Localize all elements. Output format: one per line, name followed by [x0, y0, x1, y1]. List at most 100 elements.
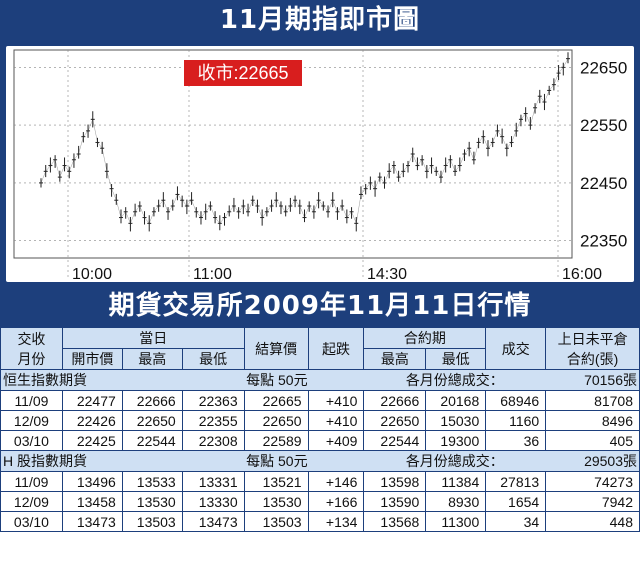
chart-panel: 22350 22450 22550 22650 10:00 11:00 14:30 16:00… — [6, 46, 634, 282]
table-title: 期貨交易所2009年11月11日行情 — [0, 285, 640, 327]
close-label: 收市:22665 — [197, 63, 288, 83]
col-zuigao: 最高 — [121, 348, 183, 370]
y-tick-label: 22550 — [580, 116, 627, 135]
table-cell: 13330 — [181, 491, 245, 512]
table-cell: 13331 — [181, 471, 245, 492]
table-cell: 13590 — [363, 491, 427, 512]
table-cell: 1160 — [485, 410, 547, 431]
table-cell: 22308 — [181, 430, 245, 451]
table-cell: 11300 — [425, 511, 487, 532]
quote-table: 交收 月份 當日 結算價 起跌 合約期 成交 上日未平倉 合約(張) 開市價 最高 … — [0, 327, 640, 532]
table-cell: 27813 — [485, 471, 547, 492]
close-label-box — [184, 60, 302, 86]
table-cell: 22666 — [121, 390, 183, 411]
section-unit: 每點 50元 — [244, 450, 364, 472]
table-cell: 22665 — [243, 390, 309, 411]
table-cell: 22425 — [61, 430, 123, 451]
col-jiaoshou: 交收 月份 — [0, 327, 63, 370]
table-cell: 1654 — [485, 491, 547, 512]
col-hy-zuidi: 最低 — [425, 348, 487, 370]
table-cell: +134 — [307, 511, 365, 532]
table-cell: 20168 — [425, 390, 487, 411]
table-cell: 03/10 — [0, 430, 63, 451]
section-total-label: 各月份總成交： — [363, 450, 546, 472]
table-body: 恒生指數期貨 每點 50元 各月份總成交： 70156張 11/09 22477 22666… — [0, 369, 640, 532]
table-row: 11/09 13496 13533 13331 13521 +146 13598 11384 2… — [0, 471, 640, 492]
table-cell: 405 — [545, 430, 640, 451]
chart-frame: 22350 22450 22550 22650 10:00 11:00 14:30 16:00… — [0, 40, 640, 285]
col-weiping: 上日未平倉 合約(張) — [545, 327, 640, 370]
y-tick-label: 22650 — [580, 58, 627, 77]
table-cell: 13530 — [243, 491, 309, 512]
table-cell: 13530 — [121, 491, 183, 512]
table-cell: +409 — [307, 430, 365, 451]
table-cell: 13496 — [61, 471, 123, 492]
table-cell: 13503 — [243, 511, 309, 532]
col-hy-zuigao: 最高 — [363, 348, 427, 370]
table-cell: +410 — [307, 390, 365, 411]
table-cell: 13521 — [243, 471, 309, 492]
quote-table-wrap: 交收 月份 當日 結算價 起跌 合約期 成交 上日未平倉 合約(張) 開市價 最高 … — [0, 327, 640, 575]
table-cell: 34 — [485, 511, 547, 532]
table-cell: 19300 — [425, 430, 487, 451]
table-cell: 22363 — [181, 390, 245, 411]
section-name: H 股指數期貨 — [0, 450, 245, 472]
col-heyue: 合約期 — [363, 327, 487, 349]
y-tick-label: 22450 — [580, 174, 627, 193]
table-cell: 22544 — [121, 430, 183, 451]
table-cell: 22544 — [363, 430, 427, 451]
col-kaishi: 開市價 — [61, 348, 123, 370]
table-row: 12/09 22426 22650 22355 22650 +410 22650 15030 1… — [0, 410, 640, 431]
table-cell: 74273 — [545, 471, 640, 492]
table-cell: 8930 — [425, 491, 487, 512]
table-row: 03/10 13473 13503 13473 13503 +134 13568 11300 3… — [0, 511, 640, 532]
col-jiesuan: 結算價 — [243, 327, 309, 370]
chart-title: 11月期指即市圖 — [0, 0, 640, 40]
intraday-chart: 22350 22450 22550 22650 10:00 11:00 14:30 16:00… — [13, 49, 627, 282]
table-cell: 448 — [545, 511, 640, 532]
table-cell: 22650 — [363, 410, 427, 431]
table-cell: +166 — [307, 491, 365, 512]
section-unit: 每點 50元 — [244, 369, 364, 391]
table-cell: 11/09 — [0, 390, 63, 411]
table-cell: 7942 — [545, 491, 640, 512]
table-cell: 13568 — [363, 511, 427, 532]
table-cell: 22650 — [121, 410, 183, 431]
section-header: H 股指數期貨 每點 50元 各月份總成交： 29503張 — [0, 450, 640, 472]
section-total-label: 各月份總成交： — [363, 369, 546, 391]
table-cell: 12/09 — [0, 491, 63, 512]
table-cell: 68946 — [485, 390, 547, 411]
table-cell: 03/10 — [0, 511, 63, 532]
table-cell: 11384 — [425, 471, 487, 492]
table-cell: 22477 — [61, 390, 123, 411]
table-cell: 13598 — [363, 471, 427, 492]
section-total: 29503張 — [545, 450, 640, 472]
section-total: 70156張 — [545, 369, 640, 391]
col-zuidi: 最低 — [181, 348, 245, 370]
table-cell: 22589 — [243, 430, 309, 451]
x-tick-label: 14:30 — [367, 266, 407, 282]
x-tick-label: 16:00 — [562, 266, 602, 282]
col-qidie: 起跌 — [307, 327, 365, 370]
table-cell: 8496 — [545, 410, 640, 431]
table-row: 11/09 22477 22666 22363 22665 +410 22666 20168 6… — [0, 390, 640, 411]
table-cell: +410 — [307, 410, 365, 431]
table-cell: 13473 — [61, 511, 123, 532]
table-cell: 12/09 — [0, 410, 63, 431]
col-chengjiao: 成交 — [485, 327, 547, 370]
price-line — [40, 58, 569, 225]
table-cell: 22650 — [243, 410, 309, 431]
table-cell: +146 — [307, 471, 365, 492]
table-cell: 13503 — [121, 511, 183, 532]
table-cell: 11/09 — [0, 471, 63, 492]
table-row: 03/10 22425 22544 22308 22589 +409 22544 19300 3… — [0, 430, 640, 451]
table-cell: 36 — [485, 430, 547, 451]
table-row: 12/09 13458 13530 13330 13530 +166 13590 8930 16… — [0, 491, 640, 512]
table-cell: 22355 — [181, 410, 245, 431]
section-header: 恒生指數期貨 每點 50元 各月份總成交： 70156張 — [0, 369, 640, 391]
table-cell: 13473 — [181, 511, 245, 532]
table-cell: 15030 — [425, 410, 487, 431]
table-cell: 22666 — [363, 390, 427, 411]
y-tick-label: 22350 — [580, 232, 627, 251]
col-dangri: 當日 — [61, 327, 245, 349]
